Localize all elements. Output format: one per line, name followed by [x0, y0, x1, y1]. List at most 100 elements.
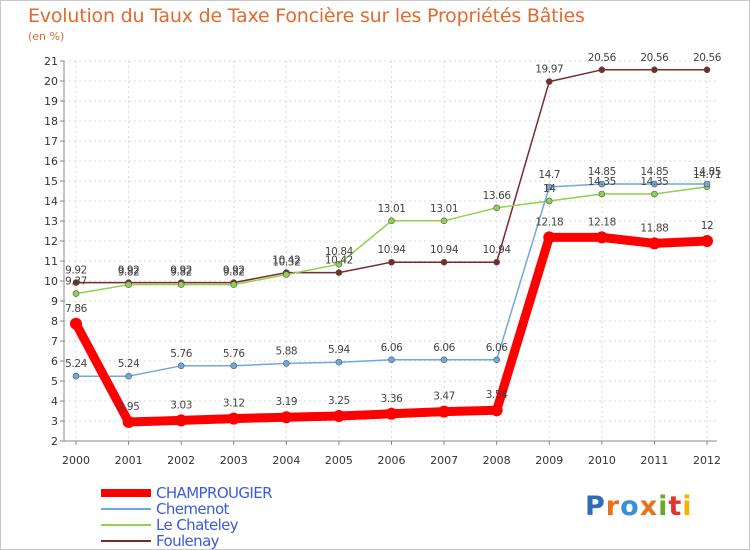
data-label-le-chateley: 9.82 — [223, 267, 245, 279]
data-label-foulenay: 9.92 — [118, 265, 140, 277]
data-label-champrougier: 2.95 — [118, 401, 140, 413]
data-point-champrougier — [175, 414, 188, 427]
data-label-chemenot: 5.88 — [275, 345, 297, 357]
data-point-le-chateley — [440, 217, 448, 225]
data-point-chemenot — [440, 356, 448, 364]
y-tick-label: 19 — [44, 95, 58, 108]
data-point-le-chateley — [388, 217, 395, 225]
x-tick-label: 2003 — [220, 454, 248, 467]
data-label-champrougier: 12.18 — [588, 216, 616, 228]
legend-label: Chemenot — [156, 500, 229, 518]
y-tick-label: 15 — [44, 175, 58, 188]
data-label-champrougier: 3.03 — [170, 399, 192, 411]
data-point-foulenay — [598, 66, 606, 74]
data-point-chemenot — [388, 356, 395, 364]
data-label-champrougier: 12.18 — [535, 216, 563, 228]
data-point-le-chateley — [125, 281, 132, 288]
data-label-champrougier: 11.88 — [640, 222, 668, 234]
y-tick-label: 2 — [51, 435, 58, 448]
x-tick-label: 2011 — [640, 454, 668, 467]
data-point-chemenot — [703, 180, 711, 188]
data-point-le-chateley — [283, 271, 290, 278]
data-label-chemenot: 14.85 — [588, 166, 616, 178]
data-point-champrougier — [543, 231, 556, 244]
data-point-le-chateley — [651, 190, 658, 198]
data-point-chemenot — [177, 362, 185, 370]
data-label-le-chateley: 14.35 — [640, 176, 668, 188]
data-point-champrougier — [701, 235, 713, 247]
data-label-le-chateley: 14.35 — [588, 176, 616, 188]
data-label-champrougier: 3.36 — [381, 393, 403, 405]
y-tick-label: 10 — [44, 275, 58, 288]
data-label-foulenay: 9.92 — [65, 265, 87, 277]
data-point-chemenot — [125, 372, 132, 380]
logo-letter: r — [605, 491, 621, 522]
data-point-foulenay — [388, 258, 395, 266]
data-point-le-chateley — [72, 290, 80, 297]
x-tick-label: 2008 — [483, 454, 511, 467]
x-tick-label: 2006 — [378, 454, 406, 467]
data-label-chemenot: 5.76 — [223, 348, 245, 360]
y-tick-label: 9 — [51, 295, 58, 308]
data-label-le-chateley: 10.84 — [325, 246, 354, 258]
data-point-le-chateley — [230, 281, 238, 288]
chart-title: Evolution du Taux de Taxe Foncière sur l… — [28, 5, 585, 27]
y-tick-label: 14 — [44, 195, 58, 208]
x-tick-label: 2009 — [535, 454, 563, 467]
data-point-foulenay — [651, 66, 658, 74]
data-point-champrougier — [385, 407, 398, 420]
y-tick-label: 13 — [44, 215, 58, 228]
data-label-champrougier: 3.47 — [433, 391, 455, 403]
data-label-foulenay: 9.92 — [223, 265, 245, 277]
data-point-foulenay — [335, 269, 343, 276]
data-point-champrougier — [595, 231, 608, 244]
y-tick-label: 8 — [51, 315, 58, 328]
x-tick-label: 2000 — [62, 454, 90, 467]
data-label-foulenay: 10.42 — [325, 255, 353, 267]
data-point-chemenot — [72, 372, 80, 380]
data-point-foulenay — [493, 258, 500, 266]
data-point-foulenay — [545, 78, 553, 85]
plot-area — [64, 61, 717, 441]
data-label-foulenay: 10.94 — [430, 244, 459, 256]
data-label-foulenay: 9.92 — [170, 265, 192, 277]
legend-label: Le Chateley — [156, 516, 239, 534]
data-point-le-chateley — [493, 204, 500, 212]
data-point-champrougier — [122, 416, 135, 428]
legend-label: CHAMPROUGIER — [156, 484, 273, 502]
data-label-le-chateley: 9.82 — [118, 267, 140, 279]
data-label-champrougier: 7.86 — [65, 303, 87, 315]
x-tick-label: 2004 — [272, 454, 300, 467]
data-label-chemenot: 5.76 — [170, 348, 192, 360]
data-point-champrougier — [332, 410, 345, 422]
data-label-le-chateley: 10.32 — [272, 257, 300, 269]
logo-letter: P — [585, 491, 606, 522]
data-label-le-chateley: 9.37 — [65, 276, 87, 288]
y-tick-label: 3 — [51, 415, 58, 428]
data-label-foulenay: 10.94 — [377, 244, 406, 256]
data-label-champrougier: 12 — [701, 220, 714, 232]
logo-letter: i — [682, 491, 693, 522]
logo-letter: t — [668, 491, 683, 522]
data-point-champrougier — [70, 317, 82, 330]
y-tick-label: 20 — [44, 75, 58, 88]
data-point-chemenot — [598, 180, 606, 188]
x-tick-label: 2012 — [693, 454, 721, 467]
x-tick-label: 2007 — [430, 454, 458, 467]
data-label-le-chateley: 14.71 — [693, 169, 721, 181]
data-label-chemenot: 5.94 — [328, 344, 350, 356]
y-tick-label: 11 — [44, 255, 58, 268]
data-point-foulenay — [72, 279, 80, 286]
data-label-champrougier: 3.19 — [275, 396, 297, 408]
y-tick-label: 5 — [51, 375, 58, 388]
data-label-foulenay: 10.94 — [483, 244, 512, 256]
data-point-champrougier — [280, 411, 293, 424]
data-label-chemenot: 6.06 — [381, 342, 403, 354]
x-tick-label: 2005 — [325, 454, 353, 467]
y-tick-label: 17 — [44, 135, 58, 148]
data-label-le-chateley: 14 — [543, 183, 556, 195]
data-label-foulenay: 20.56 — [693, 52, 722, 64]
data-point-chemenot — [335, 358, 343, 366]
data-label-chemenot: 14.85 — [693, 166, 721, 178]
